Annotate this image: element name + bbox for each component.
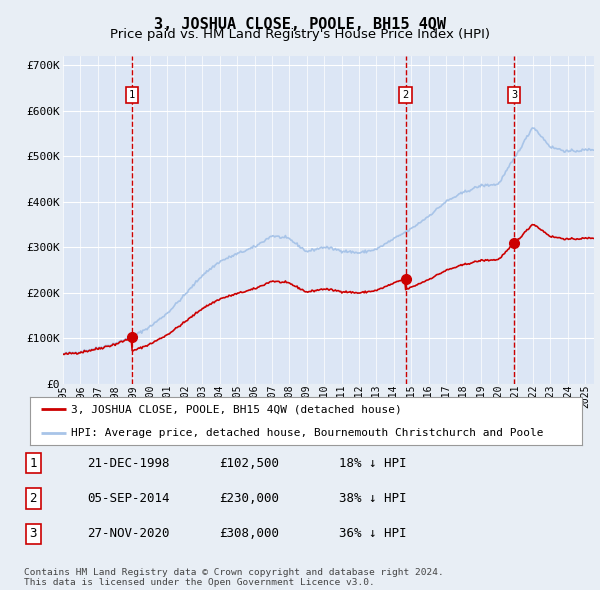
- Text: 3: 3: [29, 527, 37, 540]
- Text: 38% ↓ HPI: 38% ↓ HPI: [339, 492, 407, 505]
- Text: HPI: Average price, detached house, Bournemouth Christchurch and Poole: HPI: Average price, detached house, Bour…: [71, 428, 544, 438]
- Text: 3, JOSHUA CLOSE, POOLE, BH15 4QW (detached house): 3, JOSHUA CLOSE, POOLE, BH15 4QW (detach…: [71, 404, 402, 414]
- Text: £102,500: £102,500: [219, 457, 279, 470]
- Text: Contains HM Land Registry data © Crown copyright and database right 2024.
This d: Contains HM Land Registry data © Crown c…: [24, 568, 444, 587]
- Text: 27-NOV-2020: 27-NOV-2020: [87, 527, 170, 540]
- Text: 1: 1: [29, 457, 37, 470]
- Text: 3, JOSHUA CLOSE, POOLE, BH15 4QW: 3, JOSHUA CLOSE, POOLE, BH15 4QW: [154, 17, 446, 31]
- Text: 2: 2: [403, 90, 409, 100]
- Text: 18% ↓ HPI: 18% ↓ HPI: [339, 457, 407, 470]
- Text: 05-SEP-2014: 05-SEP-2014: [87, 492, 170, 505]
- Text: 2: 2: [29, 492, 37, 505]
- Text: 21-DEC-1998: 21-DEC-1998: [87, 457, 170, 470]
- Text: 3: 3: [511, 90, 517, 100]
- Text: £308,000: £308,000: [219, 527, 279, 540]
- Text: £230,000: £230,000: [219, 492, 279, 505]
- Text: 36% ↓ HPI: 36% ↓ HPI: [339, 527, 407, 540]
- Text: 1: 1: [129, 90, 135, 100]
- Text: Price paid vs. HM Land Registry's House Price Index (HPI): Price paid vs. HM Land Registry's House …: [110, 28, 490, 41]
